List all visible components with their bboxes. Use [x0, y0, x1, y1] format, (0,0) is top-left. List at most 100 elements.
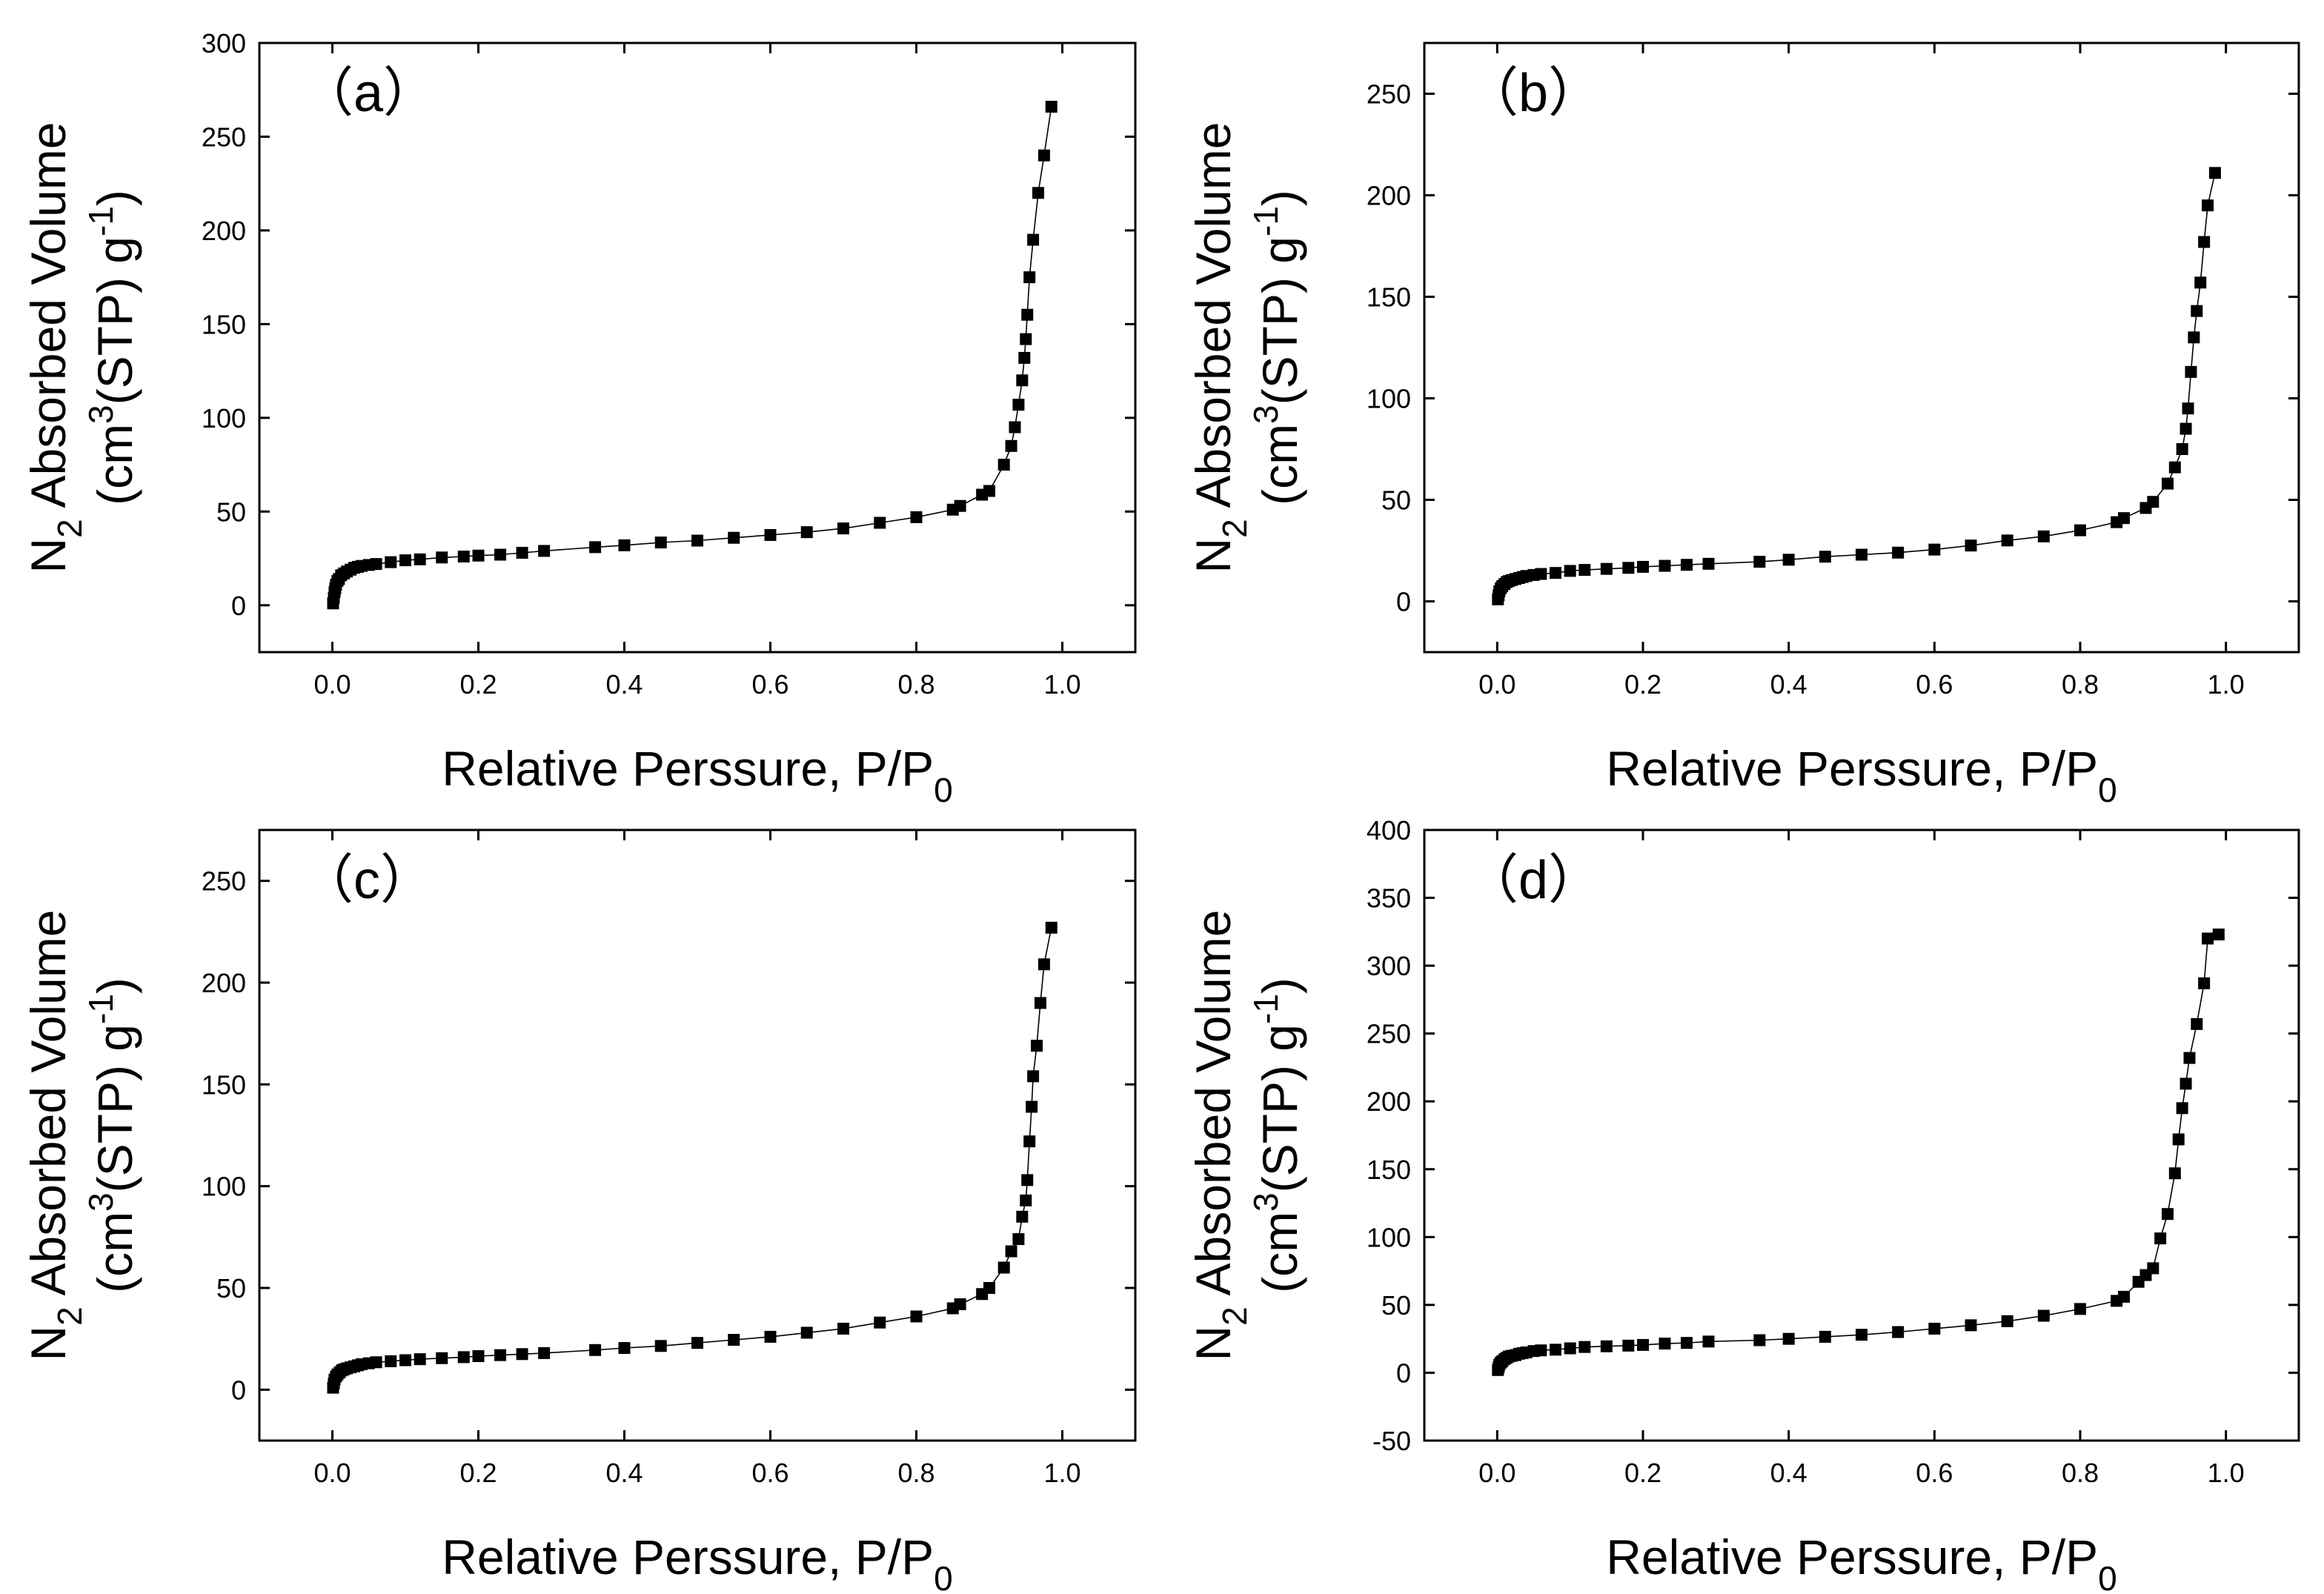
data-point — [494, 548, 507, 561]
data-point — [1018, 351, 1031, 364]
data-point — [1965, 539, 1977, 552]
data-point — [1856, 1329, 1868, 1341]
data-point — [516, 1348, 528, 1361]
data-point — [1637, 560, 1649, 573]
y-axis-title-superscript: 3 — [82, 1192, 120, 1212]
data-point — [954, 499, 966, 512]
data-point — [436, 551, 448, 564]
data-point — [414, 553, 426, 565]
x-tick-label: 0.0 — [313, 669, 351, 700]
data-point — [1012, 399, 1025, 411]
plot-frame — [1423, 41, 2300, 654]
data-point — [2074, 524, 2086, 537]
data-point — [2001, 1315, 2013, 1327]
data-point — [1550, 567, 1561, 580]
y-axis-title-superscript: 3 — [1246, 405, 1285, 424]
x-axis-title-main: Relative Perssure, P/P — [442, 1530, 934, 1584]
data-point — [2162, 477, 2174, 490]
y-tick-label: 200 — [1367, 181, 1411, 211]
y-axis-title-line1: N2 Absorbed Volume — [1186, 910, 1254, 1361]
data-point — [2074, 1303, 2086, 1315]
data-point — [691, 1337, 703, 1349]
data-point — [2191, 1017, 2203, 1030]
panel-label: （d） — [1465, 851, 1601, 910]
data-point — [997, 459, 1010, 471]
data-point — [1819, 1330, 1831, 1343]
y-tick-label: 250 — [1367, 1019, 1411, 1049]
data-point — [983, 485, 995, 497]
data-point — [2154, 1232, 2167, 1245]
data-point — [457, 551, 470, 563]
x-tick-label: 0.2 — [1624, 669, 1661, 700]
data-point — [1782, 1332, 1795, 1345]
data-point — [1753, 1334, 1766, 1346]
data-point — [385, 556, 397, 568]
data-point — [764, 528, 777, 541]
data-point — [589, 541, 602, 554]
data-point — [2162, 1208, 2174, 1221]
series-line — [332, 927, 1052, 1388]
y-axis-title-line2: (cm3(STP) g-1) — [82, 977, 142, 1293]
data-point — [1578, 564, 1591, 577]
data-point — [2147, 496, 2159, 508]
x-axis-title-main: Relative Perssure, P/P — [1606, 1530, 2098, 1584]
data-point — [2147, 1262, 2159, 1275]
data-point — [516, 546, 528, 559]
data-point — [800, 526, 813, 539]
y-axis-title-text: (STP) g — [1252, 236, 1307, 405]
data-point — [1016, 374, 1029, 387]
data-point — [728, 1334, 740, 1346]
x-axis-title-main: Relative Perssure, P/P — [1606, 741, 2098, 796]
data-point — [1021, 308, 1034, 321]
y-tick-label: 300 — [1367, 951, 1411, 981]
y-axis-title-text: N — [21, 1326, 76, 1361]
data-point — [1659, 559, 1671, 572]
y-tick-label: 150 — [202, 309, 246, 339]
y-axis-title-line2: (cm3(STP) g-1) — [1246, 977, 1307, 1293]
y-axis-title-text: N — [1186, 538, 1241, 574]
data-point — [457, 1351, 470, 1364]
data-point — [1928, 543, 1941, 556]
y-tick-label: 200 — [202, 216, 246, 246]
y-axis-title-text: ) — [1252, 977, 1307, 994]
data-point — [2182, 402, 2194, 415]
y-tick-label: 400 — [1367, 815, 1411, 846]
data-point — [837, 1322, 849, 1335]
data-point — [2118, 1290, 2130, 1303]
data-point — [494, 1349, 507, 1361]
data-point — [1600, 562, 1613, 575]
chart-panel-b: 0.0 0.2 0.4 0.6 0.8 1.0 0 50 100 150 200 250 （b） Rela… — [1186, 41, 2300, 809]
data-point — [1856, 548, 1868, 561]
x-tick-label: 0.6 — [751, 1458, 788, 1488]
y-axis-title-superscript: -1 — [1246, 994, 1285, 1024]
x-axis-title: Relative Perssure, P/P0 — [1606, 1530, 2117, 1594]
data-point — [654, 1340, 667, 1352]
y-axis-title-line1: N2 Absorbed Volume — [21, 122, 89, 574]
x-tick-label: 0.6 — [1916, 669, 1953, 700]
data-point — [472, 549, 485, 562]
panel-label: （b） — [1465, 64, 1601, 123]
data-point — [1965, 1319, 1977, 1332]
data-point — [837, 522, 849, 535]
data-point — [1034, 997, 1046, 1009]
data-point — [385, 1355, 397, 1367]
y-axis-title-superscript: -1 — [1246, 206, 1285, 236]
y-tick-label: -50 — [1372, 1426, 1411, 1456]
x-tick-label: 0.6 — [1916, 1458, 1953, 1488]
y-axis-title-text: ) — [87, 977, 142, 994]
data-point — [1564, 565, 1576, 577]
plot-frame — [1423, 828, 2300, 1442]
data-point — [1702, 557, 1715, 570]
y-axis-title-subscript: 2 — [50, 519, 89, 538]
data-point — [2198, 236, 2211, 248]
data-point — [1038, 149, 1050, 162]
data-point — [2168, 1167, 2181, 1180]
chart-panel-d: 0.0 0.2 0.4 0.6 0.8 1.0 -50 0 50 100 150 200 250 300 3… — [1186, 815, 2300, 1594]
y-tick-label: 300 — [202, 28, 246, 59]
data-point — [2176, 443, 2188, 455]
series-line — [1497, 934, 2220, 1371]
data-point — [1023, 1135, 1036, 1148]
data-point — [1681, 1337, 1693, 1349]
chart-panel-c: 0.0 0.2 0.4 0.6 0.8 1.0 0 50 100 150 200 250 （c） Rela… — [21, 828, 1137, 1594]
